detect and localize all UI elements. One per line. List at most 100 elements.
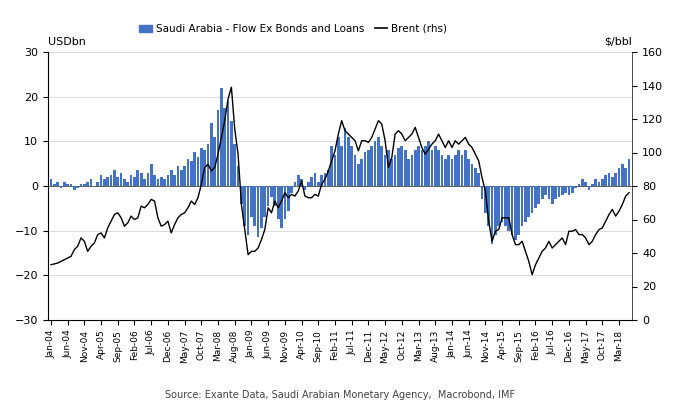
Bar <box>130 175 133 186</box>
Bar <box>427 141 430 186</box>
Bar <box>250 186 253 217</box>
Bar <box>594 179 597 186</box>
Bar <box>273 186 276 206</box>
Bar <box>541 186 543 199</box>
Bar <box>611 177 613 186</box>
Bar <box>146 172 149 186</box>
Bar <box>507 186 510 231</box>
Bar <box>280 186 283 228</box>
Bar <box>330 146 333 186</box>
Bar <box>500 186 503 222</box>
Bar <box>524 186 527 222</box>
Bar <box>471 164 473 186</box>
Bar <box>491 186 494 244</box>
Bar <box>230 121 233 186</box>
Bar <box>150 164 152 186</box>
Bar <box>531 186 534 213</box>
Bar <box>327 170 330 186</box>
Text: USDbn: USDbn <box>48 37 86 47</box>
Bar <box>390 159 393 186</box>
Bar <box>63 182 66 186</box>
Bar <box>324 172 326 186</box>
Bar <box>103 179 106 186</box>
Bar <box>263 186 266 217</box>
Bar <box>437 150 440 186</box>
Bar <box>397 148 400 186</box>
Bar <box>571 186 574 193</box>
Bar <box>581 179 583 186</box>
Bar <box>394 155 396 186</box>
Bar <box>504 186 507 226</box>
Bar <box>608 172 611 186</box>
Bar <box>153 175 156 186</box>
Bar <box>243 186 246 226</box>
Bar <box>120 172 122 186</box>
Bar <box>167 175 169 186</box>
Bar <box>56 182 59 186</box>
Bar <box>200 148 203 186</box>
Bar <box>133 177 136 186</box>
Bar <box>528 186 530 217</box>
Bar <box>430 150 433 186</box>
Bar <box>203 150 206 186</box>
Bar <box>106 177 109 186</box>
Bar <box>521 186 524 226</box>
Bar <box>270 186 273 197</box>
Bar <box>447 155 450 186</box>
Bar <box>624 168 627 186</box>
Bar <box>287 186 290 210</box>
Bar <box>628 159 630 186</box>
Bar <box>354 155 356 186</box>
Bar <box>303 186 306 190</box>
Bar <box>564 186 567 193</box>
Bar <box>347 137 350 186</box>
Bar <box>317 182 320 186</box>
Bar <box>350 146 353 186</box>
Bar <box>310 177 313 186</box>
Bar <box>574 186 577 188</box>
Bar <box>50 179 52 186</box>
Bar <box>297 175 300 186</box>
Bar <box>377 137 379 186</box>
Bar <box>53 184 56 186</box>
Bar <box>488 186 490 226</box>
Bar <box>116 177 119 186</box>
Bar <box>414 150 417 186</box>
Bar <box>307 182 309 186</box>
Bar <box>69 184 72 186</box>
Legend: Saudi Arabia - Flow Ex Bonds and Loans, Brent (rhs): Saudi Arabia - Flow Ex Bonds and Loans, … <box>135 20 452 38</box>
Bar <box>294 182 296 186</box>
Bar <box>337 137 340 186</box>
Bar <box>67 184 69 186</box>
Bar <box>434 146 437 186</box>
Bar <box>83 184 86 186</box>
Bar <box>547 186 550 199</box>
Bar <box>591 184 594 186</box>
Bar <box>173 175 176 186</box>
Bar <box>474 168 477 186</box>
Bar <box>601 179 604 186</box>
Bar <box>598 182 600 186</box>
Bar <box>220 88 223 186</box>
Bar <box>360 159 363 186</box>
Bar <box>123 179 126 186</box>
Bar <box>233 144 236 186</box>
Bar <box>605 175 607 186</box>
Bar <box>247 186 250 235</box>
Bar <box>320 175 323 186</box>
Bar <box>177 166 180 186</box>
Bar <box>284 186 286 220</box>
Bar <box>407 159 410 186</box>
Bar <box>464 150 466 186</box>
Bar <box>534 186 537 208</box>
Bar <box>100 175 103 186</box>
Bar <box>374 141 377 186</box>
Bar <box>290 186 293 193</box>
Bar <box>420 150 423 186</box>
Bar <box>367 150 370 186</box>
Bar <box>160 177 163 186</box>
Bar <box>163 179 166 186</box>
Bar <box>197 157 199 186</box>
Bar <box>467 159 470 186</box>
Bar <box>223 108 226 186</box>
